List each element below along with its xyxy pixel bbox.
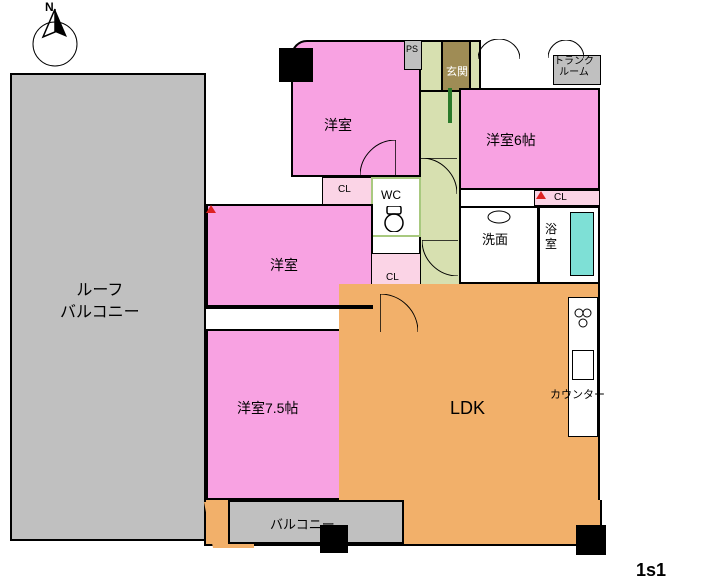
bedroom4-label: 洋室6帖	[486, 130, 536, 150]
door-arc-6	[478, 39, 520, 59]
door-arc-5	[548, 40, 584, 58]
toilet-icon	[383, 206, 405, 232]
closet2-label: CL	[386, 272, 399, 283]
bedroom2-label: 洋室	[270, 255, 298, 275]
door-arc-3	[421, 158, 457, 194]
roof-balcony-label: ルーフ バルコニー	[60, 280, 140, 324]
compass	[25, 4, 85, 74]
ps-label: PS	[406, 44, 418, 54]
green-door-1	[448, 88, 452, 123]
pillar-bottom-right	[576, 525, 606, 555]
closet3-label: CL	[554, 192, 567, 203]
bath-label: 浴 室	[545, 222, 557, 252]
ldk-label: LDK	[450, 398, 485, 419]
bedroom1-label: 洋室	[324, 115, 352, 135]
entrance-label: 玄関	[446, 63, 468, 79]
door-arc-2	[380, 294, 418, 332]
door-arc-1	[360, 140, 396, 176]
kitchen-sink	[572, 350, 594, 380]
closet-tri-1	[536, 186, 546, 204]
bedroom3-label: 洋室7.5帖	[237, 398, 298, 418]
wc-label: WC	[381, 188, 401, 202]
compass-n: N	[45, 0, 54, 14]
sink-icon	[487, 210, 511, 224]
trunk-label: トランク ルーム	[554, 56, 594, 78]
pillar-top-left	[279, 48, 313, 82]
bedroom2-bottom-trim	[206, 305, 373, 309]
pillar-bottom-middle	[320, 525, 348, 553]
counter-label: カウンター	[550, 386, 605, 402]
closet-tri-2	[206, 200, 216, 218]
bathtub	[570, 212, 594, 276]
closet1-label: CL	[338, 184, 351, 195]
senmen-label: 洗面	[482, 229, 508, 248]
door-arc-4	[422, 240, 458, 276]
footer-label: 1s1	[636, 560, 666, 581]
kitchen-stove	[572, 306, 594, 330]
